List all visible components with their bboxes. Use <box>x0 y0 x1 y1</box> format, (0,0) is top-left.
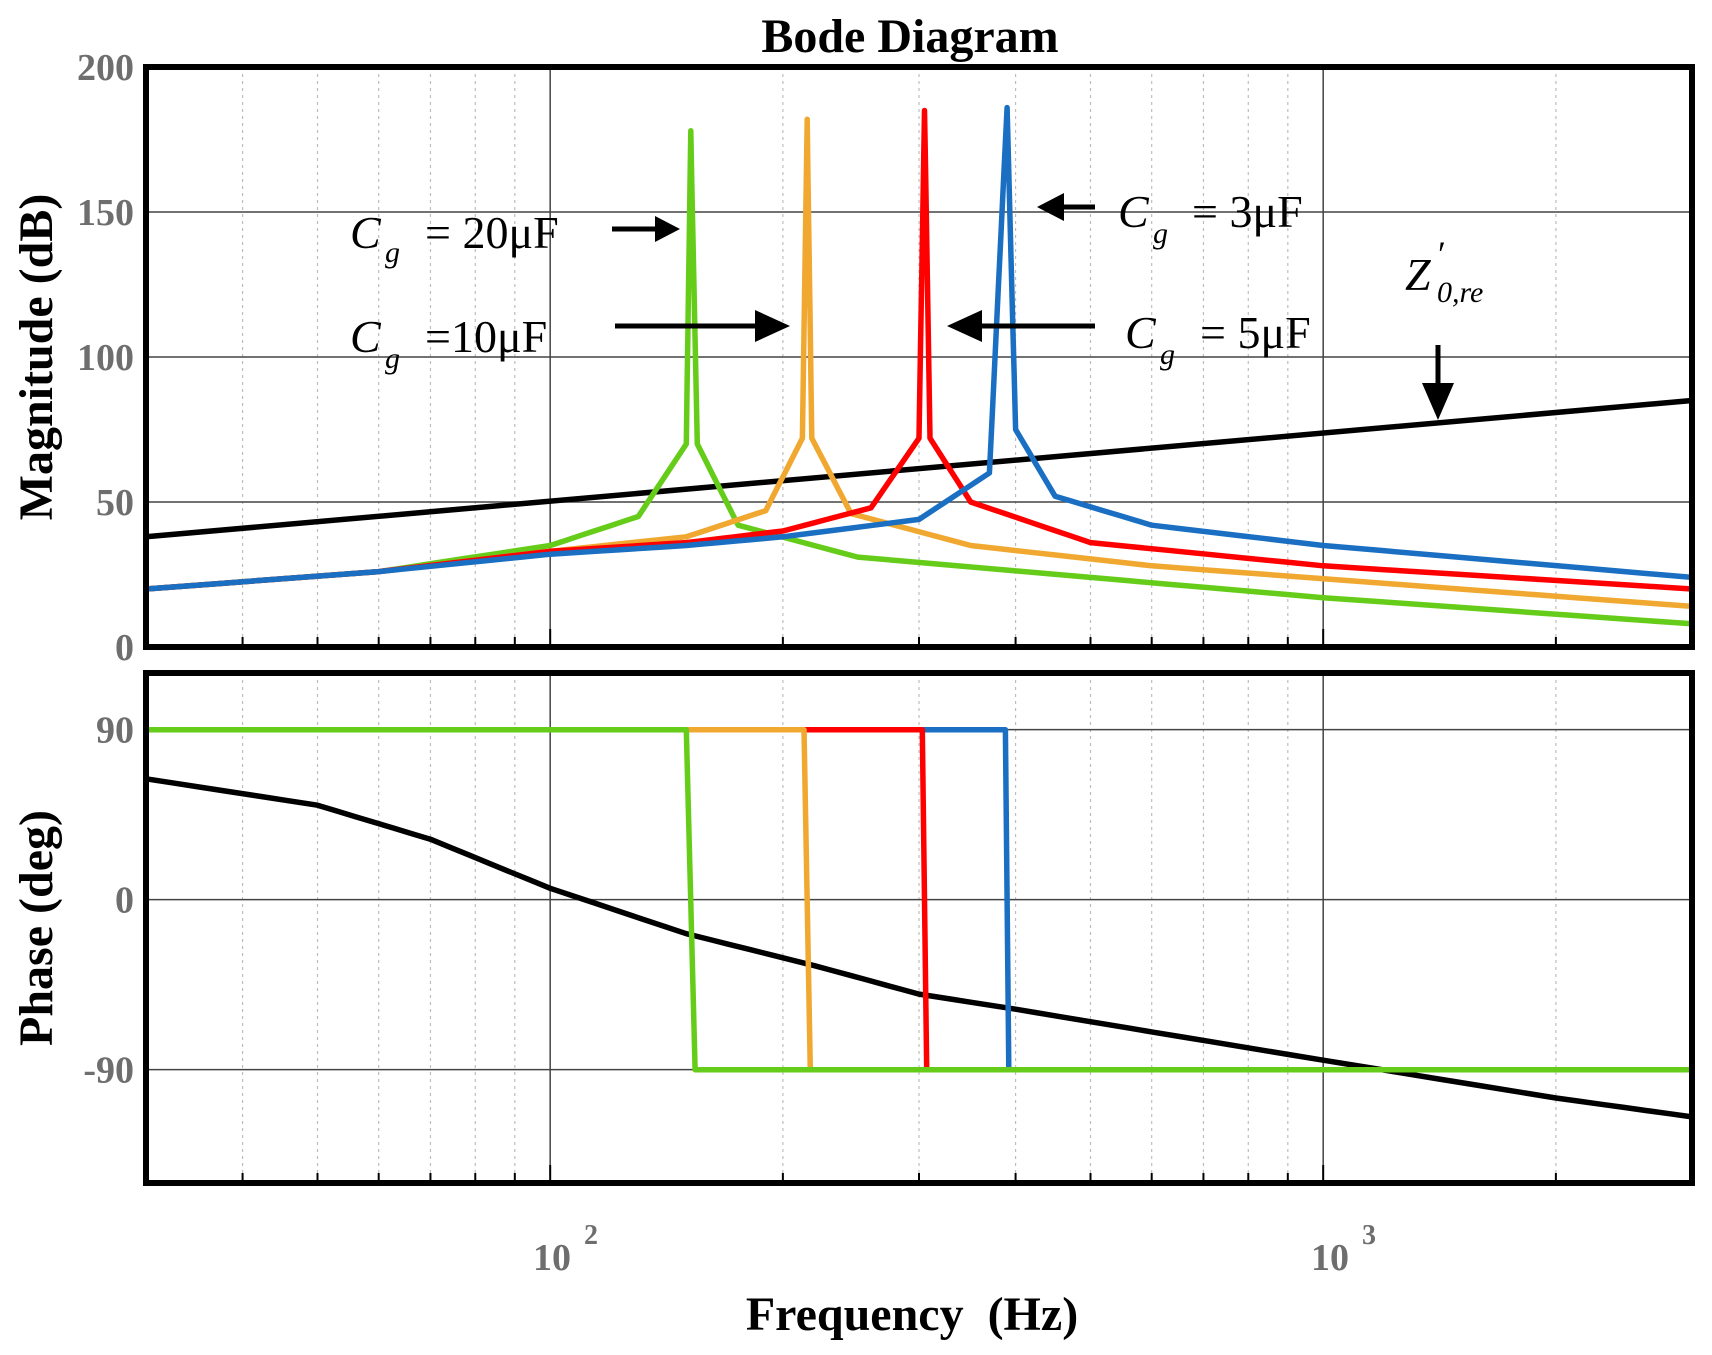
phase-grid <box>146 673 1692 1183</box>
annotation-cg-3uf: C g = 3μF <box>1037 186 1303 250</box>
annotation-subscript: 0,re <box>1437 276 1483 309</box>
arrow-left-icon <box>1037 193 1095 221</box>
phase-series-cg-20-f <box>143 726 1695 1073</box>
phase-y-tick-label: 90 <box>96 710 134 752</box>
arrow-right-icon <box>612 216 680 242</box>
annotation-cg-10uf: C g =10μF <box>350 310 790 375</box>
x-tick-base: 10 <box>1311 1237 1349 1279</box>
magnitude-axes-frame <box>143 64 1695 650</box>
annotation-prime: ′ <box>1438 234 1446 274</box>
phase-series <box>143 726 1695 1183</box>
magnitude-series <box>143 104 1695 647</box>
x-tick-base: 10 <box>533 1237 571 1279</box>
magnitude-y-tick-label: 200 <box>77 47 134 89</box>
arrow-right-icon <box>615 310 790 342</box>
magnitude-y-tick-label: 50 <box>96 482 134 524</box>
annotation-symbol: C <box>1125 307 1157 358</box>
magnitude-y-tick-label: 0 <box>115 627 134 669</box>
annotation-value: =10μF <box>425 311 547 362</box>
annotation-symbol: C <box>1118 186 1150 237</box>
phase-y-tick-label: 0 <box>115 880 134 922</box>
magnitude-series-cg-20-f <box>143 128 1695 627</box>
x-tick-label-100: 10 2 <box>533 1220 598 1279</box>
magnitude-series-z-0-re <box>143 397 1695 540</box>
annotation-symbol: C <box>350 311 382 362</box>
magnitude-series-cg-5-f <box>143 107 1695 592</box>
phase-series-z-0-re <box>143 776 1695 1120</box>
magnitude-y-ticks: 0 50 100 150 200 <box>77 47 134 669</box>
arrow-down-icon <box>1422 345 1454 420</box>
x-axis-label: Frequency (Hz) <box>746 1288 1078 1341</box>
annotation-subscript: g <box>385 236 400 269</box>
annotation-z0re: Z ′ 0,re <box>1405 234 1483 420</box>
magnitude-y-label: Magnitude (dB) <box>10 194 63 521</box>
chart-title: Bode Diagram <box>761 10 1058 63</box>
x-tick-exponent: 2 <box>584 1220 598 1251</box>
annotation-subscript: g <box>385 342 400 375</box>
x-tick-label-1000: 10 3 <box>1311 1220 1376 1279</box>
annotation-symbol: C <box>350 207 382 258</box>
phase-y-ticks: -90 0 90 <box>83 710 134 1092</box>
annotation-value: = 20μF <box>425 207 559 258</box>
arrow-left-icon <box>947 310 1095 342</box>
annotation-subscript: g <box>1153 217 1168 250</box>
annotation-value: = 5μF <box>1200 307 1311 358</box>
annotation-subscript: g <box>1160 338 1175 371</box>
x-tick-exponent: 3 <box>1362 1220 1376 1251</box>
annotation-cg-5uf: C g = 5μF <box>947 307 1311 371</box>
magnitude-y-tick-label: 150 <box>77 192 134 234</box>
magnitude-y-tick-label: 100 <box>77 337 134 379</box>
magnitude-series-cg-3-f <box>143 104 1695 592</box>
annotation-symbol: Z <box>1405 249 1431 300</box>
phase-axes-frame <box>143 670 1695 1186</box>
magnitude-panel: 0 50 100 150 200 Magnitude (dB) <box>10 47 1695 669</box>
phase-y-tick-label: -90 <box>83 1050 134 1092</box>
phase-panel: -90 0 90 Phase (deg) <box>10 670 1695 1186</box>
annotation-cg-20uf: C g = 20μF <box>350 207 680 269</box>
phase-y-label: Phase (deg) <box>10 810 63 1046</box>
annotation-value: = 3μF <box>1192 186 1303 237</box>
